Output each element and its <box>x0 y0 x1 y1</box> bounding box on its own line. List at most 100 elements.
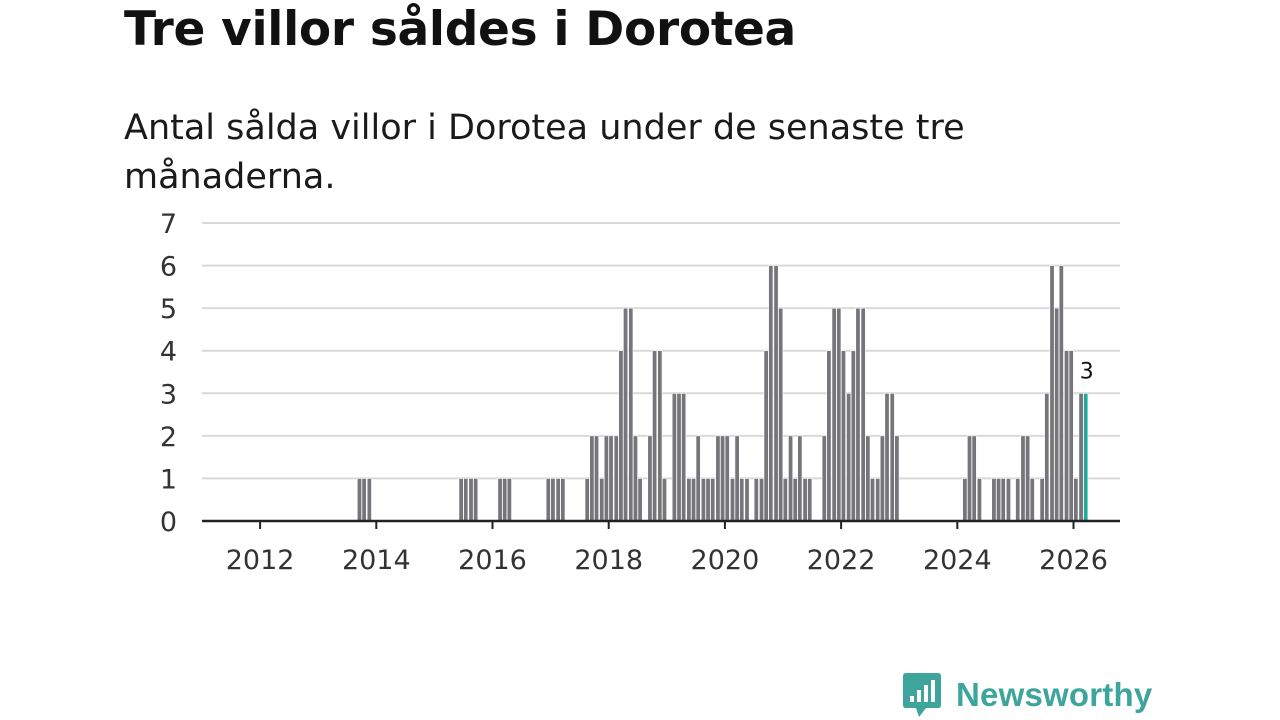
bar <box>729 478 735 522</box>
y-tick-label: 1 <box>160 464 177 495</box>
bar <box>1058 265 1064 522</box>
bar <box>797 435 803 522</box>
data-label: 3 <box>1080 359 1094 384</box>
bar <box>366 478 372 522</box>
bar <box>1025 435 1031 522</box>
bar <box>502 478 508 522</box>
bar <box>715 435 721 522</box>
bar <box>889 392 895 522</box>
bar <box>734 435 740 522</box>
bar <box>1020 435 1026 522</box>
bar <box>967 435 973 522</box>
bar <box>884 392 890 522</box>
bar <box>1044 392 1050 522</box>
chart-subtitle: Antal sålda villor i Dorotea under de se… <box>124 108 965 197</box>
bar <box>468 478 474 522</box>
bar <box>671 392 677 522</box>
bar <box>875 478 881 522</box>
x-tick-label: 2024 <box>923 545 992 576</box>
bar <box>589 435 595 522</box>
bar <box>705 478 711 522</box>
bar <box>720 435 726 522</box>
bar <box>594 435 599 522</box>
y-tick-label: 4 <box>160 337 177 368</box>
bar <box>759 478 765 522</box>
bar <box>1049 265 1055 522</box>
bar <box>962 478 968 522</box>
bar <box>700 478 706 522</box>
bar <box>676 392 682 522</box>
bar <box>1015 478 1021 522</box>
bar <box>506 478 512 522</box>
y-tick-label: 5 <box>160 294 177 325</box>
bar <box>613 435 619 522</box>
bar-chart: 0 1 2 3 4 5 6 7 2012 2014 2016 2018 2020 2022 2024 2026… <box>160 209 1120 576</box>
axes <box>202 519 1120 529</box>
bar <box>802 478 808 522</box>
bar <box>894 435 900 522</box>
bar <box>1039 478 1045 522</box>
bar <box>657 350 663 522</box>
bar <box>788 435 794 522</box>
bar <box>807 478 813 522</box>
bar <box>356 478 362 522</box>
bar <box>681 392 687 522</box>
bar <box>778 307 784 522</box>
bar <box>361 478 367 522</box>
x-tick-label: 2020 <box>691 545 760 576</box>
bar <box>850 350 856 522</box>
bar <box>463 478 469 522</box>
chart-title: Tre villor såldes i Dorotea <box>124 2 796 57</box>
bar <box>1005 478 1011 522</box>
bar <box>1064 350 1070 522</box>
bar <box>971 435 977 522</box>
bar <box>1068 350 1074 522</box>
bar <box>623 307 629 522</box>
y-tick-label: 0 <box>160 507 177 538</box>
x-tick-label: 2012 <box>226 545 295 576</box>
y-tick-label: 2 <box>160 422 177 453</box>
bar <box>860 307 866 522</box>
bar <box>1078 392 1084 522</box>
bar <box>991 478 997 522</box>
bar <box>555 478 561 522</box>
y-tick-label: 3 <box>160 379 177 410</box>
bar <box>1073 478 1079 522</box>
bar <box>840 350 846 522</box>
brand-name: Newsworthy <box>956 676 1153 713</box>
bar <box>1029 478 1035 522</box>
bar <box>560 478 566 522</box>
bar <box>618 350 624 522</box>
bar <box>637 478 643 522</box>
bar <box>782 478 788 522</box>
bar <box>632 435 638 522</box>
bar <box>584 478 590 522</box>
bar <box>647 435 653 522</box>
x-tick-label: 2014 <box>342 545 411 576</box>
bar <box>599 478 605 522</box>
newsworthy-logo: Newsworthy <box>902 671 1152 719</box>
tick-labels: 0 1 2 3 4 5 6 7 2012 2014 2016 2018 2020 2022 2024 2026… <box>160 209 1108 576</box>
bar <box>710 478 716 522</box>
x-tick-label: 2016 <box>458 545 527 576</box>
bar <box>846 392 852 522</box>
bar <box>768 265 774 522</box>
bar <box>695 435 701 522</box>
bar <box>545 478 551 522</box>
bar <box>996 478 1002 522</box>
bar <box>855 307 861 522</box>
bar <box>691 478 697 522</box>
bar <box>473 478 479 522</box>
bar <box>831 307 837 522</box>
bar <box>821 435 827 522</box>
bar <box>603 435 609 522</box>
bar <box>1000 478 1006 522</box>
bar <box>836 307 842 522</box>
bar <box>744 478 750 522</box>
bar <box>763 350 769 522</box>
bar <box>458 478 464 522</box>
bar <box>870 478 875 522</box>
bar <box>865 435 871 522</box>
bar <box>497 478 503 522</box>
newsworthy-logo-icon <box>903 673 941 717</box>
